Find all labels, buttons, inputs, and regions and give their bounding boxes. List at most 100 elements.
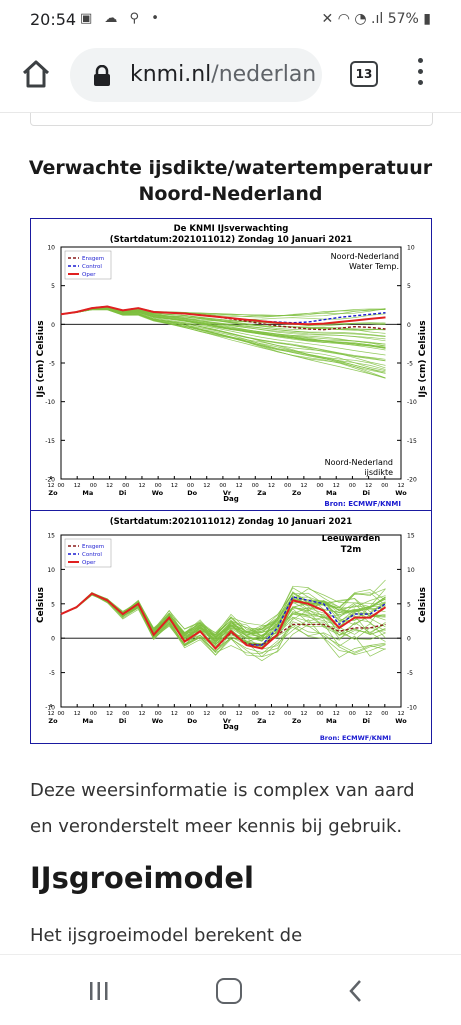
chart1-legend-oper: Oper — [82, 272, 96, 278]
chart2-xtick-hour: 00 — [252, 711, 259, 717]
chart2-legend-ensgem: Ensgem — [82, 544, 104, 550]
chart2-xtick-hour: 00 — [284, 711, 291, 717]
chart2-xtick-hour: 12 — [138, 711, 145, 717]
chart1-source: Bron: ECMWF/KNMI — [324, 500, 401, 508]
chart2-ytick-label-right: 5 — [407, 601, 411, 608]
chart1-xtick-hour: 00 — [284, 483, 291, 489]
chart2-ytick-label-right: 10 — [407, 567, 415, 574]
chart2-annotation-top-1: Leeuwarden — [322, 534, 381, 544]
chart1-ytick-label-left: -20 — [45, 477, 55, 484]
section-heading: IJsgroeimodel — [30, 861, 254, 895]
chart1-xtick-hour: 00 — [187, 483, 194, 489]
address-bar[interactable]: knmi.nl/nederland — [70, 48, 322, 102]
chart1-xtick-hour: 12 — [236, 483, 243, 489]
chart1-ytick-label-right: -5 — [407, 361, 413, 368]
chart1-xtick-hour: 00 — [252, 483, 259, 489]
url-text[interactable]: knmi.nl/nederland — [130, 62, 316, 87]
chart2-xtick-hour: 00 — [219, 711, 226, 717]
url-host: knmi.nl — [130, 62, 212, 87]
ice-thickness-chart: De KNMI IJsverwachting (Startdatum:20210… — [36, 224, 428, 508]
chart1-plot-frame — [60, 246, 402, 480]
chart2-xtick-hour: 00 — [317, 711, 324, 717]
chart1-xtick-day: Zo — [48, 489, 58, 497]
chart2-xtick-day: Do — [187, 717, 197, 725]
chart2-ensemble-line — [60, 593, 386, 658]
chart1-ytick-label-left: 5 — [51, 283, 55, 290]
chart2-xtick-hour: 12 — [48, 711, 55, 717]
chart1-annotation-bottom-2: ijsdikte — [364, 468, 393, 477]
chart2-xtick-hour: 12 — [203, 711, 210, 717]
chart1-ytick-label-right: 5 — [407, 283, 411, 290]
chart2-ensemble-line — [60, 594, 386, 656]
chart2-xtick-day: Zo — [292, 717, 302, 725]
ice-forecast-figure[interactable]: De KNMI IJsverwachting (Startdatum:20210… — [30, 218, 432, 744]
chart2-header: (Startdatum:2021011012) Zondag 10 Januar… — [110, 517, 352, 527]
chart2-xtick-hour: 12 — [268, 711, 275, 717]
chart2-xtick-hour: 00 — [122, 711, 129, 717]
chart2-xtick-hour: 12 — [171, 711, 178, 717]
chart1-xtick-hour: 12 — [268, 483, 275, 489]
chart2-ytick-label-right: 0 — [407, 636, 411, 643]
chart1-xtick-day: Do — [187, 489, 197, 497]
chart1-ensemble-line — [60, 309, 386, 379]
chart2-ytick-label-left: 15 — [47, 533, 55, 540]
status-bar: 20:54 ▣ ☁ ⚲ • ✕ ◠ ◔ .ıl 57% ▮ — [0, 0, 461, 40]
chart2-xtick-day: Wo — [152, 717, 164, 725]
chart2-xtick-day: Di — [362, 717, 370, 725]
battery-level: 57% — [387, 11, 419, 27]
chart2-ytick-label-left: 10 — [47, 567, 55, 574]
chart2-xtick-hour: 12 — [236, 711, 243, 717]
chart1-legend-ensgem: Ensgem — [82, 256, 104, 262]
chart-header: De KNMI IJsverwachting — [174, 224, 289, 234]
chart2-xtick-hour: 00 — [58, 711, 65, 717]
recent-apps-icon[interactable] — [88, 981, 110, 1001]
chart2-ytick-label-right: -10 — [407, 705, 417, 712]
home-icon[interactable] — [20, 58, 52, 90]
chart1-ensemble-line — [60, 307, 386, 337]
home-button-icon[interactable] — [216, 978, 242, 1004]
chart1-annotation-bottom-1: Noord-Nederland — [325, 458, 393, 467]
chart1-ylabel: IJs (cm) Celsius — [36, 320, 46, 397]
chart1-ytick-label-left: -15 — [45, 438, 55, 445]
chart1-ensemble-line — [60, 308, 386, 362]
back-icon[interactable] — [348, 979, 362, 1003]
chart2-ytick-label-right: 15 — [407, 533, 415, 540]
ice-model-paragraph: Het ijsgroeimodel berekent de — [30, 925, 303, 946]
chart2-annotation-top-2: T2m — [341, 545, 362, 555]
chart2-ytick-label-left: -5 — [49, 670, 55, 677]
info-paragraph: Deze weersinformatie is complex van aard… — [30, 780, 415, 837]
chart1-xtick-day: Wo — [395, 489, 407, 497]
tab-switcher-button[interactable]: 13 — [350, 61, 378, 87]
chart1-ytick-label-left: 10 — [47, 245, 55, 252]
overflow-menu-icon[interactable] — [418, 58, 424, 88]
chart2-xtick-hour: 00 — [155, 711, 162, 717]
chart1-ytick-label-left: 0 — [51, 322, 55, 329]
chart1-xtick-day: Di — [362, 489, 370, 497]
chart1-ytick-label-right: -20 — [407, 477, 417, 484]
chart1-xtick-day: Vr — [223, 489, 232, 497]
chart2-source: Bron: ECMWF/KNMI — [320, 734, 391, 742]
chart1-xtick-day: Za — [257, 489, 266, 497]
chart1-xtick-hour: 00 — [219, 483, 226, 489]
lock-icon — [94, 65, 110, 86]
chart1-xtick-day: Di — [119, 489, 127, 497]
chart2-xtick-day: Vr — [223, 717, 232, 725]
chart1-xtick-day: Ma — [82, 489, 93, 497]
chart1-xtick-hour: 12 — [74, 483, 81, 489]
chart2-xtick-hour: 00 — [381, 711, 388, 717]
system-icons: ✕ ◠ ◔ .ıl 57% ▮ — [321, 11, 431, 27]
chart2-xtick-hour: 00 — [90, 711, 97, 717]
chart1-ensemble-line — [60, 308, 386, 373]
chart2-series-oper — [60, 592, 387, 650]
chart2-xtick-hour: 00 — [187, 711, 194, 717]
chart2-legend-oper: Oper — [82, 560, 96, 566]
chart1-xlabel: Dag — [223, 495, 239, 503]
chart2-xtick-day: Zo — [48, 717, 58, 725]
chart1-xtick-hour: 12 — [138, 483, 145, 489]
chart1-annotation-top-2: Water Temp. — [349, 262, 399, 271]
chart2-ylabel: Celsius — [36, 587, 46, 623]
chart1-ytick-label-right: 0 — [407, 322, 411, 329]
chart2-ytick-label-right: -5 — [407, 670, 413, 677]
chart1-series-oper — [60, 305, 386, 326]
chart2-ytick-label-left: 5 — [51, 601, 55, 608]
